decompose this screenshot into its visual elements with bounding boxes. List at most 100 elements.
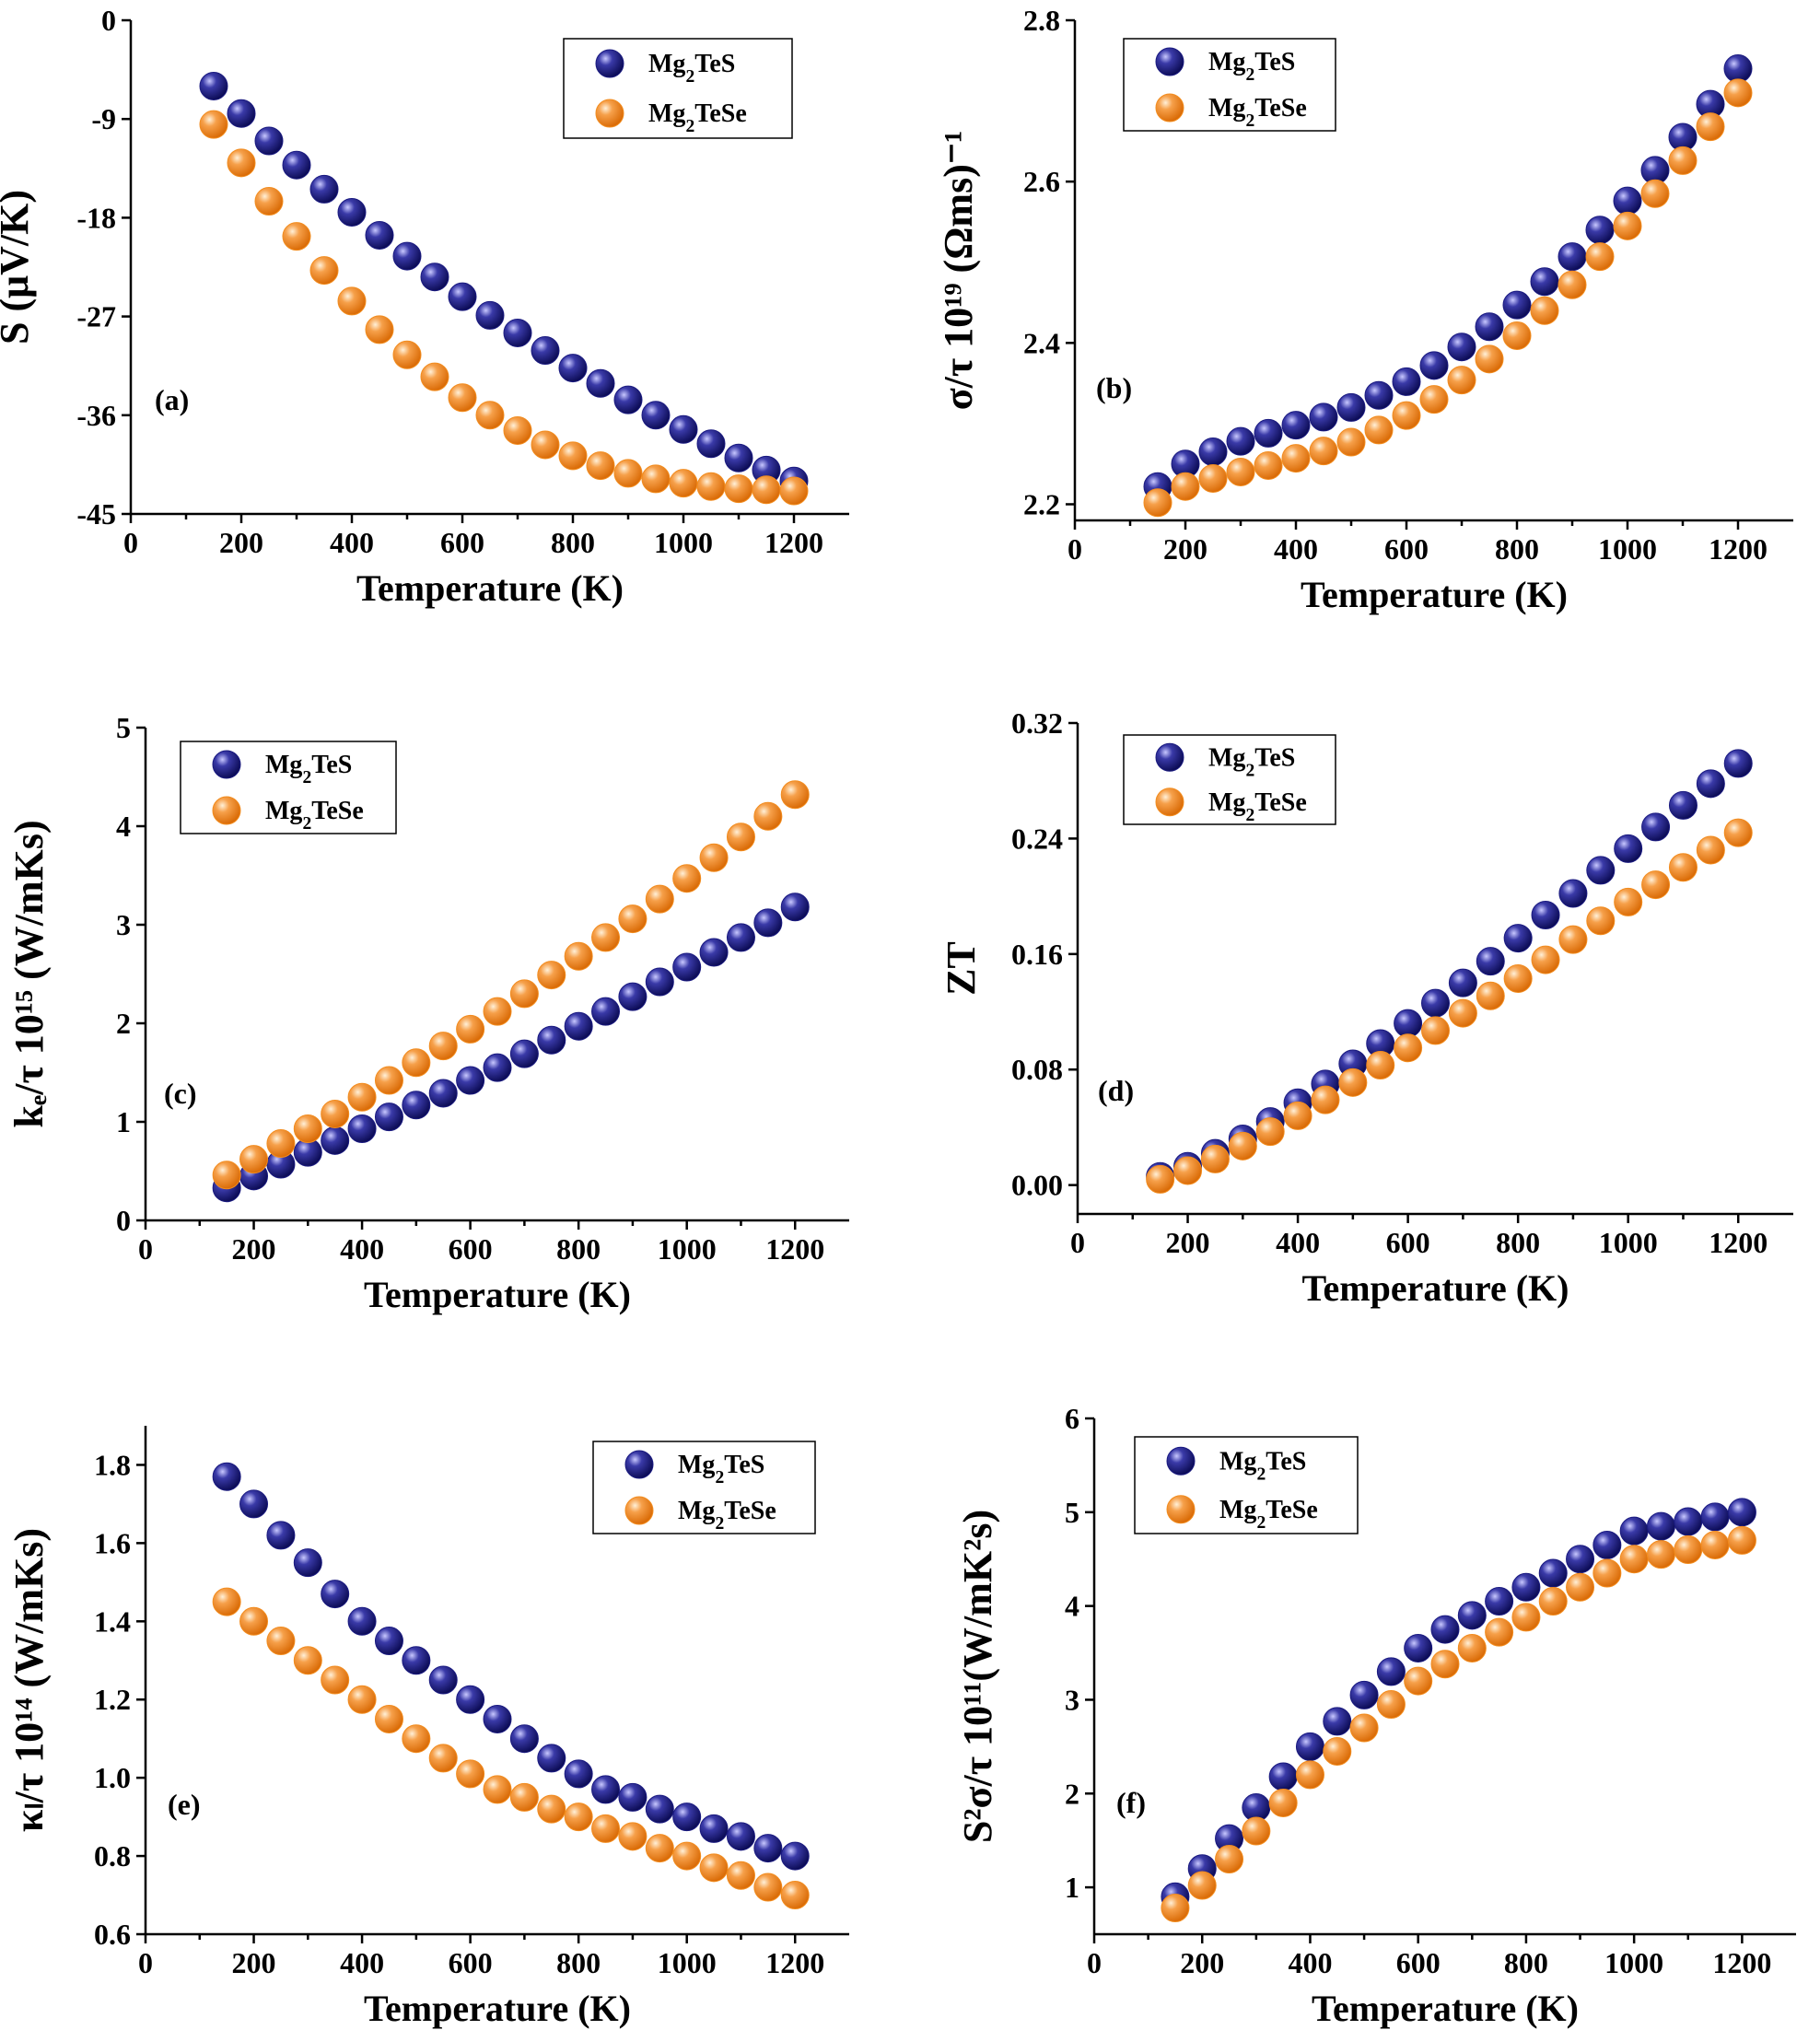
data-point xyxy=(428,1665,458,1695)
x-tick-label: 600 xyxy=(449,1232,493,1266)
data-point xyxy=(1614,834,1643,863)
data-point xyxy=(1366,1051,1395,1080)
x-tick-label: 1000 xyxy=(1604,1946,1663,1979)
panel-label: (c) xyxy=(164,1077,197,1110)
data-point xyxy=(645,1794,674,1824)
legend-marker xyxy=(1155,47,1184,76)
x-tick-label: 200 xyxy=(1166,1226,1210,1259)
legend: Mg2TeS Mg2TeSe xyxy=(180,741,397,834)
data-point xyxy=(428,1079,458,1108)
data-point xyxy=(1430,1615,1460,1644)
data-point xyxy=(1585,216,1615,245)
y-tick-label: 4 xyxy=(1065,1590,1079,1623)
data-point xyxy=(645,967,674,997)
data-point xyxy=(1376,1657,1406,1686)
panel-label: (b) xyxy=(1096,371,1132,404)
x-tick-label: 800 xyxy=(1495,532,1539,566)
x-tick-label: 1200 xyxy=(765,1946,824,1979)
data-point xyxy=(1419,385,1449,414)
data-point xyxy=(503,318,532,347)
data-point xyxy=(1161,1893,1190,1922)
legend-marker xyxy=(1155,788,1184,817)
data-point xyxy=(564,941,593,971)
x-axis-title: Temperature (K) xyxy=(364,1274,631,1315)
x-tick-label: 200 xyxy=(1180,1946,1224,1979)
x-tick-label: 0 xyxy=(1070,1226,1085,1259)
data-point xyxy=(1696,835,1725,865)
y-tick-label: 0 xyxy=(101,4,116,37)
data-point xyxy=(1558,242,1587,272)
x-tick-label: 1200 xyxy=(1712,1946,1771,1979)
y-tick-label: 2.2 xyxy=(1023,487,1060,520)
data-point xyxy=(254,187,284,216)
data-point xyxy=(1592,1558,1622,1588)
data-point xyxy=(669,414,698,444)
legend: Mg2TeS Mg2TeSe xyxy=(563,38,793,139)
y-tick-label: 0.16 xyxy=(1011,938,1063,971)
data-point xyxy=(696,429,726,459)
data-point xyxy=(591,923,621,952)
data-point xyxy=(586,451,615,481)
x-tick-label: 1000 xyxy=(658,1232,717,1266)
data-point xyxy=(613,459,643,488)
x-tick-label: 1200 xyxy=(1709,532,1768,566)
x-tick-label: 1200 xyxy=(765,1232,824,1266)
data-point xyxy=(239,1145,269,1174)
data-point xyxy=(1619,1516,1649,1546)
y-tick-label: -9 xyxy=(91,102,116,135)
data-point xyxy=(266,1521,296,1550)
data-point xyxy=(1640,179,1670,208)
data-point xyxy=(199,110,228,139)
data-point xyxy=(672,952,702,982)
x-tick-label: 400 xyxy=(330,526,374,559)
data-point xyxy=(531,336,560,366)
data-point xyxy=(254,126,284,156)
data-point xyxy=(293,1646,322,1675)
data-point xyxy=(1538,1587,1568,1616)
x-tick-label: 0 xyxy=(138,1232,153,1266)
data-point xyxy=(456,1066,485,1095)
data-point xyxy=(726,822,755,852)
data-point xyxy=(564,1802,593,1832)
y-tick-label: 0.24 xyxy=(1011,822,1063,855)
data-point xyxy=(1502,290,1532,320)
data-point xyxy=(347,1685,377,1714)
legend-marker xyxy=(1155,742,1184,772)
data-point xyxy=(402,1724,431,1754)
series-Mg2TeS xyxy=(1161,1498,1756,1911)
x-axis-title: Temperature (K) xyxy=(356,567,624,609)
legend-label: Mg2TeS xyxy=(1219,1447,1306,1484)
y-tick-label: 5 xyxy=(1065,1496,1079,1529)
data-point xyxy=(1268,1788,1298,1817)
data-point xyxy=(1421,1016,1450,1045)
y-tick-label: 2 xyxy=(1065,1777,1079,1810)
chart-panel-d: 0 200 400 600 800 1000 1200 0.00 0.08 0.16 0.24 0.3… xyxy=(939,706,1793,1309)
data-point xyxy=(1566,1572,1595,1602)
data-point xyxy=(1364,380,1394,410)
data-point xyxy=(672,864,702,893)
data-point xyxy=(1173,1156,1203,1185)
data-point xyxy=(1668,853,1698,882)
data-point xyxy=(509,1782,539,1812)
data-point xyxy=(212,1587,241,1616)
data-point xyxy=(1404,1633,1433,1662)
data-point xyxy=(1668,146,1698,175)
data-point xyxy=(365,220,394,250)
data-point xyxy=(1558,270,1587,299)
series-Mg2TeSe xyxy=(212,1587,810,1910)
x-tick-label: 1200 xyxy=(1709,1226,1768,1259)
x-tick-label: 400 xyxy=(1288,1946,1332,1979)
data-point xyxy=(483,1775,512,1804)
series-Mg2TeS xyxy=(212,1462,810,1871)
data-point xyxy=(1376,1690,1406,1720)
data-point xyxy=(347,1606,377,1636)
legend-label: Mg2TeSe xyxy=(1219,1496,1318,1533)
y-tick-label: 0 xyxy=(116,1204,131,1237)
data-point xyxy=(1511,1603,1541,1632)
data-point xyxy=(618,904,648,934)
series-Mg2TeSe xyxy=(1161,1525,1756,1922)
data-point xyxy=(509,1724,539,1754)
data-point xyxy=(475,300,505,330)
data-point xyxy=(374,1066,403,1095)
chart-panel-a: 0 200 400 600 800 1000 1200 0 -9 -18 -27 -36 -45 Temp… xyxy=(0,4,849,609)
